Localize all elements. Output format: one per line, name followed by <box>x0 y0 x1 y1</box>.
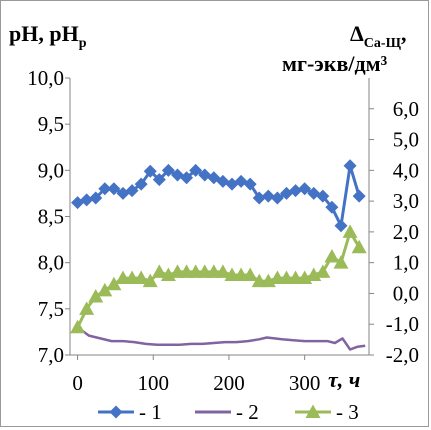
series-1-point <box>125 184 139 198</box>
series-3-point <box>106 276 122 291</box>
legend-marker-3 <box>305 404 321 418</box>
y-left-title-main: pH, pH <box>9 21 79 46</box>
series-1-point <box>143 164 157 178</box>
series-1-point <box>243 177 257 191</box>
y-right-tick-label: 4,0 <box>393 158 419 182</box>
series-1-point <box>316 189 330 203</box>
x-title: τ, ч <box>328 367 360 392</box>
series-1-point <box>98 182 112 196</box>
series-3-point <box>142 273 158 288</box>
series-1-point <box>352 189 366 203</box>
series-1-point <box>161 163 175 177</box>
series-3-point <box>342 224 358 238</box>
y-right-ticks: -2,0 -1,0 0,0 1,0 2,0 3,0 4,0 5,0 6,0 <box>369 97 419 367</box>
y-left-tick-label: 7,0 <box>38 343 64 367</box>
y-left-title: pH, pHр <box>9 21 87 51</box>
series-1-point <box>270 191 284 205</box>
legend-label-3: - 3 <box>336 400 359 424</box>
y-left-tick-label: 10,0 <box>27 66 64 90</box>
legend-marker-1 <box>109 405 123 419</box>
y-right-title-line1: ΔСа-Щ, <box>350 21 406 51</box>
series-3-point <box>151 264 167 278</box>
series-3-point <box>88 289 104 303</box>
y-right-tick-label: 0,0 <box>393 281 419 305</box>
series-1-point <box>325 200 339 214</box>
x-tick-label: 200 <box>213 371 245 395</box>
y-right-title-line2: мг-экв/дм³ <box>282 51 388 76</box>
series-3-point <box>97 282 113 297</box>
series-1-point <box>89 191 103 205</box>
legend: - 1 - 2 - 3 <box>98 400 359 424</box>
y-left-tick-label: 8,0 <box>38 251 64 275</box>
y-right-tick-label: -2,0 <box>386 343 419 367</box>
series-3-point <box>351 239 367 254</box>
y-right-tick-label: 6,0 <box>393 97 419 121</box>
series-3-point <box>70 319 86 334</box>
legend-label-1: - 1 <box>139 400 162 424</box>
x-tick-label: 0 <box>72 371 83 395</box>
series-1-point <box>134 177 148 191</box>
series-3-point <box>215 264 231 278</box>
y-left-title-subscript: р <box>79 36 87 51</box>
y-right-tick-label: 5,0 <box>393 128 419 152</box>
series-3-point <box>133 270 149 285</box>
y-left-tick-label: 9,5 <box>38 112 64 136</box>
y-left-tick-label: 9,0 <box>38 158 64 182</box>
series-1-point <box>189 163 203 177</box>
y-right-tick-label: 3,0 <box>393 189 419 213</box>
series-1-point <box>343 159 357 173</box>
series-layer <box>70 159 367 351</box>
series-1-point <box>334 219 348 233</box>
series-3-point <box>242 267 258 281</box>
y-left-ticks: 7,0 7,5 8,0 8,5 9,0 9,5 10,0 <box>27 66 70 367</box>
y-right-tick-label: -1,0 <box>386 312 419 336</box>
y-left-tick-label: 8,5 <box>38 205 64 229</box>
y-right-tick-label: 1,0 <box>393 251 419 275</box>
series-3-point <box>333 255 349 269</box>
series-3-point <box>79 301 95 315</box>
series-1-point <box>80 193 94 207</box>
legend-label-2: - 2 <box>236 400 259 424</box>
series-1-point <box>252 191 266 205</box>
series-3-point <box>324 249 340 263</box>
y-right-tick-label: 2,0 <box>393 220 419 244</box>
x-tick-label: 300 <box>289 371 321 395</box>
y-left-tick-label: 7,5 <box>38 297 64 321</box>
series-1-point <box>107 182 121 196</box>
series-1-point <box>261 189 275 203</box>
series-3-point <box>315 264 331 278</box>
x-tick-label: 100 <box>138 371 170 395</box>
series-2-line <box>76 326 366 351</box>
series-1-point <box>298 182 312 196</box>
series-1-point <box>180 171 194 185</box>
series-1-point <box>289 184 303 198</box>
x-ticks: 0 100 200 300 <box>72 355 320 395</box>
series-1-point <box>152 173 166 187</box>
